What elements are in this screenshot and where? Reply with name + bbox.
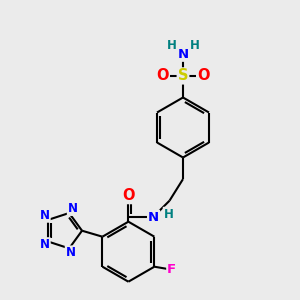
Text: S: S bbox=[178, 68, 188, 83]
Text: H: H bbox=[190, 39, 199, 52]
Text: N: N bbox=[66, 246, 76, 260]
Text: N: N bbox=[40, 238, 50, 251]
Text: O: O bbox=[197, 68, 210, 83]
Text: O: O bbox=[122, 188, 135, 203]
Text: N: N bbox=[148, 211, 159, 224]
Text: N: N bbox=[68, 202, 78, 215]
Text: N: N bbox=[40, 209, 50, 222]
Text: O: O bbox=[156, 68, 169, 83]
Text: F: F bbox=[167, 263, 176, 276]
Text: N: N bbox=[177, 48, 189, 61]
Text: H: H bbox=[164, 208, 173, 221]
Text: H: H bbox=[167, 39, 176, 52]
